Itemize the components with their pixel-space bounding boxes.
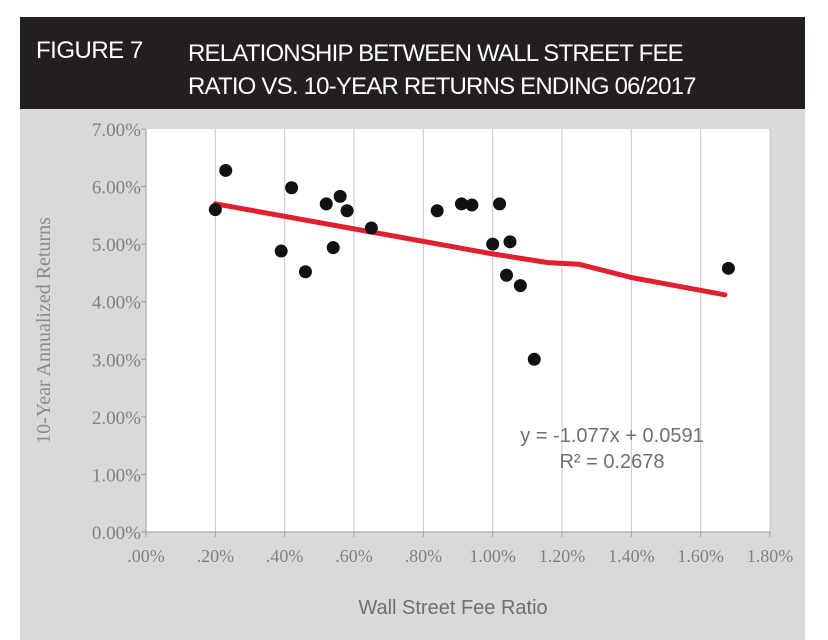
y-tick-label: 4.00% xyxy=(92,293,141,314)
data-point xyxy=(500,268,514,282)
data-point xyxy=(208,203,222,217)
y-tick-label: 5.00% xyxy=(92,235,141,256)
data-point xyxy=(274,244,288,258)
x-tick-label: .40% xyxy=(266,546,304,566)
y-axis-title: 10-Year Annualized Returns xyxy=(33,217,55,444)
data-point xyxy=(298,265,312,279)
x-tick-label: 1.20% xyxy=(539,546,586,566)
y-tick-label: 2.00% xyxy=(92,408,141,429)
regression-equation: y = -1.077x + 0.0591 xyxy=(520,425,703,447)
trendline xyxy=(212,201,728,298)
chart-panel: 0.00% 1.00% 2.00% 3.00% 4.00% 5.00% 6.00% 7.00%… xyxy=(20,109,805,640)
figure-title-line-1: RELATIONSHIP BETWEEN WALL STREET FEE xyxy=(188,40,684,67)
figure-title-line-2: RATIO VS. 10-YEAR RETURNS ENDING 06/2017 xyxy=(188,73,697,100)
y-tick-label: 7.00% xyxy=(92,120,141,141)
data-point xyxy=(333,189,347,203)
x-tick-label: 1.80% xyxy=(747,546,794,566)
y-tick-label: 6.00% xyxy=(92,178,141,199)
x-tick-label: .60% xyxy=(335,546,373,566)
y-tick-label: 3.00% xyxy=(92,350,141,371)
x-tick-label: .80% xyxy=(405,546,443,566)
y-tick-label: 1.00% xyxy=(92,465,141,486)
data-point xyxy=(465,198,479,212)
x-tick-label: .20% xyxy=(197,546,235,566)
data-point xyxy=(493,197,507,211)
data-point xyxy=(527,352,541,366)
figure-header: FIGURE 7 RELATIONSHIP BETWEEN WALL STREE… xyxy=(20,17,805,109)
figure-label: FIGURE 7 xyxy=(36,37,143,64)
plot-layer: 0.00% 1.00% 2.00% 3.00% 4.00% 5.00% 6.00% 7.00%… xyxy=(33,120,793,619)
data-point xyxy=(340,204,354,218)
data-point xyxy=(319,197,333,211)
x-tick-label: .00% xyxy=(127,546,165,566)
r-squared-label: R² = 0.2678 xyxy=(559,451,664,473)
data-point xyxy=(364,221,378,235)
data-point xyxy=(219,163,233,177)
scatter-chart: 0.00% 1.00% 2.00% 3.00% 4.00% 5.00% 6.00% 7.00%… xyxy=(33,120,793,619)
data-point xyxy=(454,197,468,211)
data-point xyxy=(486,237,500,251)
data-point xyxy=(503,235,517,249)
data-point xyxy=(513,279,527,293)
plot-area xyxy=(146,129,770,532)
x-tick-label: 1.00% xyxy=(469,546,516,566)
figure-title: RELATIONSHIP BETWEEN WALL STREET FEE RAT… xyxy=(188,37,788,103)
x-tick-label: 1.40% xyxy=(608,546,655,566)
data-point xyxy=(285,181,299,195)
data-point xyxy=(326,241,340,255)
data-point xyxy=(721,261,735,275)
x-axis-title: Wall Street Fee Ratio xyxy=(358,597,547,619)
y-tick-label: 0.00% xyxy=(92,523,141,544)
data-point xyxy=(430,204,444,218)
x-tick-label: 1.60% xyxy=(677,546,724,566)
